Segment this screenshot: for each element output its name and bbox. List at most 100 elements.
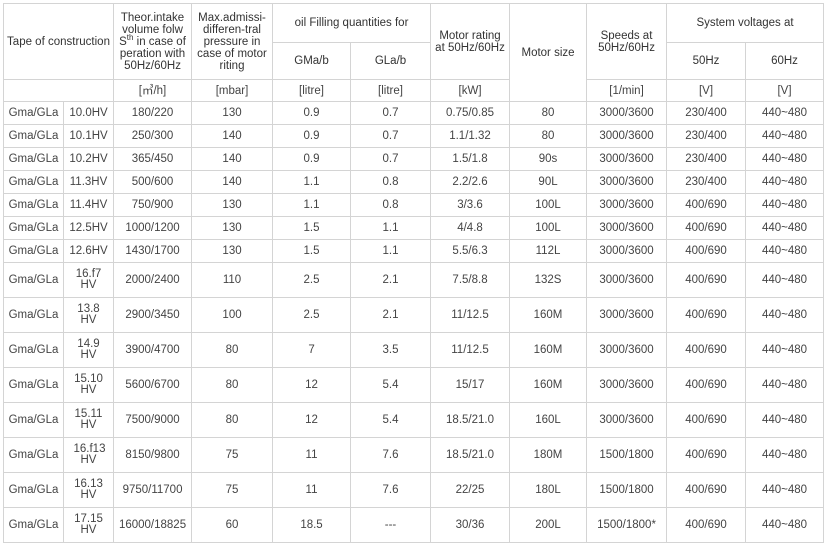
unit-cell: [V] — [745, 79, 825, 102]
header-cell: Theor.intake volume folw Sth in case of … — [113, 3, 193, 80]
header-text: Theor.intake volume folw S — [119, 11, 185, 48]
table-cell: Gma/GLa — [3, 437, 64, 473]
table-cell: 1.1 — [350, 216, 432, 240]
table-cell: 0.9 — [272, 147, 352, 171]
table-cell: 1.5/1.8 — [430, 147, 511, 171]
table-cell: 7.6 — [350, 472, 432, 508]
header-cell: GMa/b — [272, 42, 352, 80]
table-cell: 160M — [509, 297, 588, 333]
table-cell: 13.8 HV — [62, 297, 115, 333]
table-cell: Gma/GLa — [3, 262, 64, 298]
table-cell: 110 — [191, 262, 274, 298]
table-cell: 132S — [509, 262, 588, 298]
table-cell: 440~480 — [745, 367, 825, 403]
table-cell: 14.9 HV — [62, 332, 115, 368]
table-cell: 8150/9800 — [113, 437, 193, 473]
table-cell: 1.1/1.32 — [430, 124, 511, 148]
table-cell: 90s — [509, 147, 588, 171]
table-cell: 0.9 — [272, 124, 352, 148]
header-cell: Motor rating at 50Hz/60Hz — [430, 3, 511, 80]
header-cell: System voltages at — [666, 3, 825, 43]
table-cell: 2.5 — [272, 297, 352, 333]
unit-cell — [2, 79, 115, 102]
table-row: Gma/GLa 12.6HV 1430/1700 130 1.5 1.1 5.5/6.3 11… — [3, 239, 825, 263]
table-cell: 11.4HV — [62, 193, 115, 217]
table-cell: 11/12.5 — [430, 297, 511, 333]
table-cell: 60 — [191, 507, 274, 543]
table-cell: 1500/1800* — [586, 507, 668, 543]
table-cell: 3000/3600 — [586, 193, 668, 217]
table-cell: Gma/GLa — [3, 124, 64, 148]
table-cell: 5.4 — [350, 367, 432, 403]
table-cell: 4/4.8 — [430, 216, 511, 240]
table-row: Gma/GLa 16.f13 HV 8150/9800 75 11 7.6 18.5/21.… — [3, 437, 825, 473]
table-cell: 11/12.5 — [430, 332, 511, 368]
table-cell: 440~480 — [745, 216, 825, 240]
table-cell: 230/400 — [666, 170, 747, 194]
table-cell: 440~480 — [745, 507, 825, 543]
table-cell: 440~480 — [745, 124, 825, 148]
table-cell: 440~480 — [745, 239, 825, 263]
table-cell: 400/690 — [666, 239, 747, 263]
table-cell: 400/690 — [666, 472, 747, 508]
table-cell: 180M — [509, 437, 588, 473]
table-cell: 16.f7 HV — [62, 262, 115, 298]
table-cell: 0.75/0.85 — [430, 101, 511, 125]
table-cell: 7.5/8.8 — [430, 262, 511, 298]
table-row: Gma/GLa 16.f7 HV 2000/2400 110 2.5 2.1 7.5/8.8… — [3, 262, 825, 298]
table-cell: 400/690 — [666, 507, 747, 543]
table-cell: 440~480 — [745, 437, 825, 473]
table-cell: 3.5 — [350, 332, 432, 368]
table-cell: 12 — [272, 367, 352, 403]
cell-text: 15.11 HV — [74, 408, 103, 431]
table-row: Gma/GLa 13.8 HV 2900/3450 100 2.5 2.1 11/12.5 1… — [3, 297, 825, 333]
cell-text: 17.15 HV — [74, 513, 103, 536]
table-cell: 90L — [509, 170, 588, 194]
table-cell: 80 — [191, 332, 274, 368]
table-cell: 3000/3600 — [586, 297, 668, 333]
table-cell: 140 — [191, 124, 274, 148]
table-cell: 80 — [191, 367, 274, 403]
table-cell: 3000/3600 — [586, 170, 668, 194]
unit-cell: [㎥/h] — [113, 79, 193, 102]
table-cell: 750/900 — [113, 193, 193, 217]
table-cell: 230/400 — [666, 101, 747, 125]
table-cell: 10.2HV — [62, 147, 115, 171]
table-cell: 400/690 — [666, 367, 747, 403]
table-cell: 16.13 HV — [62, 472, 115, 508]
table-cell: 12.6HV — [62, 239, 115, 263]
table-cell: 18.5/21.0 — [430, 402, 511, 438]
unit-cell: [V] — [666, 79, 747, 102]
cell-text: 13.8 HV — [77, 303, 100, 326]
table-cell: 1.5 — [272, 216, 352, 240]
table-cell: 16000/18825 — [113, 507, 193, 543]
table-cell: 400/690 — [666, 193, 747, 217]
header-sup: th — [126, 32, 134, 42]
table-cell: 1.1 — [350, 239, 432, 263]
table-cell: 440~480 — [745, 402, 825, 438]
table-cell: 11 — [272, 472, 352, 508]
table-cell: 75 — [191, 437, 274, 473]
table-cell: 365/450 — [113, 147, 193, 171]
cell-text: 15.10 HV — [74, 373, 103, 396]
table-cell: 10.1HV — [62, 124, 115, 148]
unit-cell: [litre] — [272, 79, 352, 102]
table-cell: 400/690 — [666, 297, 747, 333]
table-cell: 440~480 — [745, 101, 825, 125]
table-cell: 2.1 — [350, 262, 432, 298]
table-cell: 1.5 — [272, 239, 352, 263]
table-row: Gma/GLa 11.3HV 500/600 140 1.1 0.8 2.2/2.6 90L 3… — [3, 170, 825, 194]
table-cell: 3900/4700 — [113, 332, 193, 368]
table-cell: 3000/3600 — [586, 332, 668, 368]
cell-text: 16.13 HV — [74, 478, 103, 501]
table-cell: 1500/1800 — [586, 437, 668, 473]
table-cell: 5.4 — [350, 402, 432, 438]
table-row: Gma/GLa 10.2HV 365/450 140 0.9 0.7 1.5/1.8 90s 3… — [3, 147, 825, 171]
unit-cell: [mbar] — [191, 79, 274, 102]
table-cell: 3000/3600 — [586, 147, 668, 171]
table-cell: 16.f13 HV — [62, 437, 115, 473]
table-cell: 80 — [191, 402, 274, 438]
table-body: Gma/GLa 10.0HV 180/220 130 0.9 0.7 0.75/0.85 80… — [3, 101, 825, 543]
spec-table: Tape of construction Theor.intake volume… — [2, 3, 825, 543]
table-cell: 130 — [191, 101, 274, 125]
